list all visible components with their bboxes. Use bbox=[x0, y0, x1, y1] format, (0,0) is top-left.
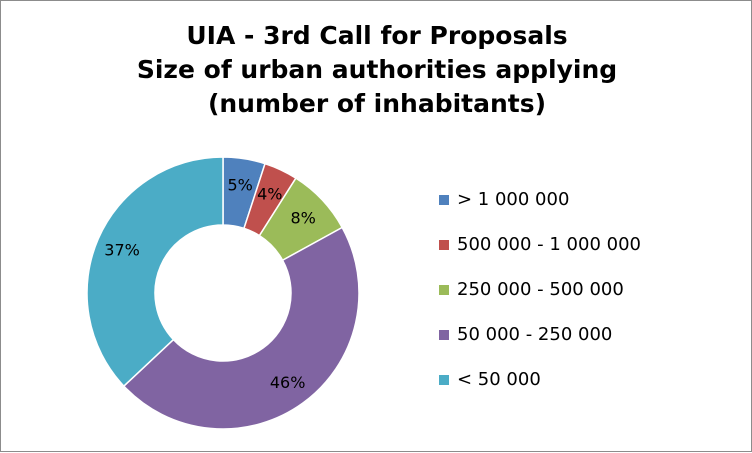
legend-swatch-5 bbox=[439, 374, 449, 385]
legend-item-4: 50 000 - 250 000 bbox=[439, 312, 641, 357]
data-label-1: 5% bbox=[228, 175, 253, 194]
legend-swatch-3 bbox=[439, 284, 449, 295]
data-label-5: 37% bbox=[104, 240, 140, 259]
legend-label-1: > 1 000 000 bbox=[457, 189, 570, 210]
legend-item-3: 250 000 - 500 000 bbox=[439, 267, 641, 312]
legend-label-2: 500 000 - 1 000 000 bbox=[457, 234, 641, 255]
legend-label-3: 250 000 - 500 000 bbox=[457, 279, 624, 300]
legend-item-5: < 50 000 bbox=[439, 357, 641, 402]
chart-title: UIA - 3rd Call for Proposals Size of urb… bbox=[1, 19, 752, 121]
donut-slice-5 bbox=[86, 156, 224, 388]
data-label-2: 4% bbox=[257, 184, 282, 203]
legend-item-1: > 1 000 000 bbox=[439, 177, 641, 222]
chart-title-line-1: UIA - 3rd Call for Proposals bbox=[186, 21, 568, 50]
chart-legend: > 1 000 000 500 000 - 1 000 000 250 000 - … bbox=[439, 177, 641, 402]
legend-swatch-1 bbox=[439, 194, 449, 205]
legend-label-5: < 50 000 bbox=[457, 369, 541, 390]
donut-slice-4 bbox=[122, 226, 360, 430]
data-label-4: 46% bbox=[270, 373, 306, 392]
data-label-3: 8% bbox=[290, 209, 315, 228]
legend-swatch-2 bbox=[439, 239, 449, 250]
legend-label-4: 50 000 - 250 000 bbox=[457, 324, 613, 345]
legend-item-2: 500 000 - 1 000 000 bbox=[439, 222, 641, 267]
legend-swatch-4 bbox=[439, 329, 449, 340]
chart-title-line-3: (number of inhabitants) bbox=[207, 89, 547, 118]
chart-title-line-2: Size of urban authorities applying bbox=[136, 55, 618, 84]
